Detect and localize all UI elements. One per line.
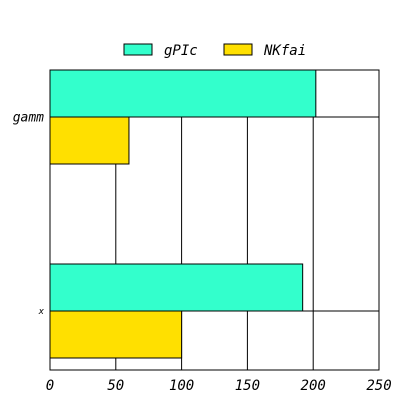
category-label-x: x	[38, 307, 45, 317]
category-labels: gamm x	[13, 110, 45, 317]
bar-NKfai-x	[50, 311, 182, 358]
x-tick-label-0: 0	[46, 378, 54, 394]
x-tick-label-200: 200	[301, 378, 326, 394]
legend-label-gPIc: gPIc	[164, 43, 198, 59]
category-label-gamm: gamm	[13, 110, 44, 125]
x-tick-label-100: 100	[169, 378, 194, 394]
x-tick-label-50: 50	[107, 378, 124, 394]
bar-gPIc-x	[50, 264, 303, 311]
x-axis-ticks: 0 50 100 150 200 250	[46, 378, 392, 394]
legend: gPIc NKfai	[124, 43, 306, 59]
legend-swatch-NKfai	[224, 44, 252, 55]
bar-gPIc-gamm	[50, 70, 316, 117]
x-tick-label-250: 250	[366, 378, 391, 394]
bar-NKfai-gamm	[50, 117, 129, 164]
legend-label-NKfai: NKfai	[263, 43, 306, 59]
legend-swatch-gPIc	[124, 44, 152, 55]
x-tick-label-150: 150	[235, 378, 260, 394]
bars	[50, 70, 316, 358]
